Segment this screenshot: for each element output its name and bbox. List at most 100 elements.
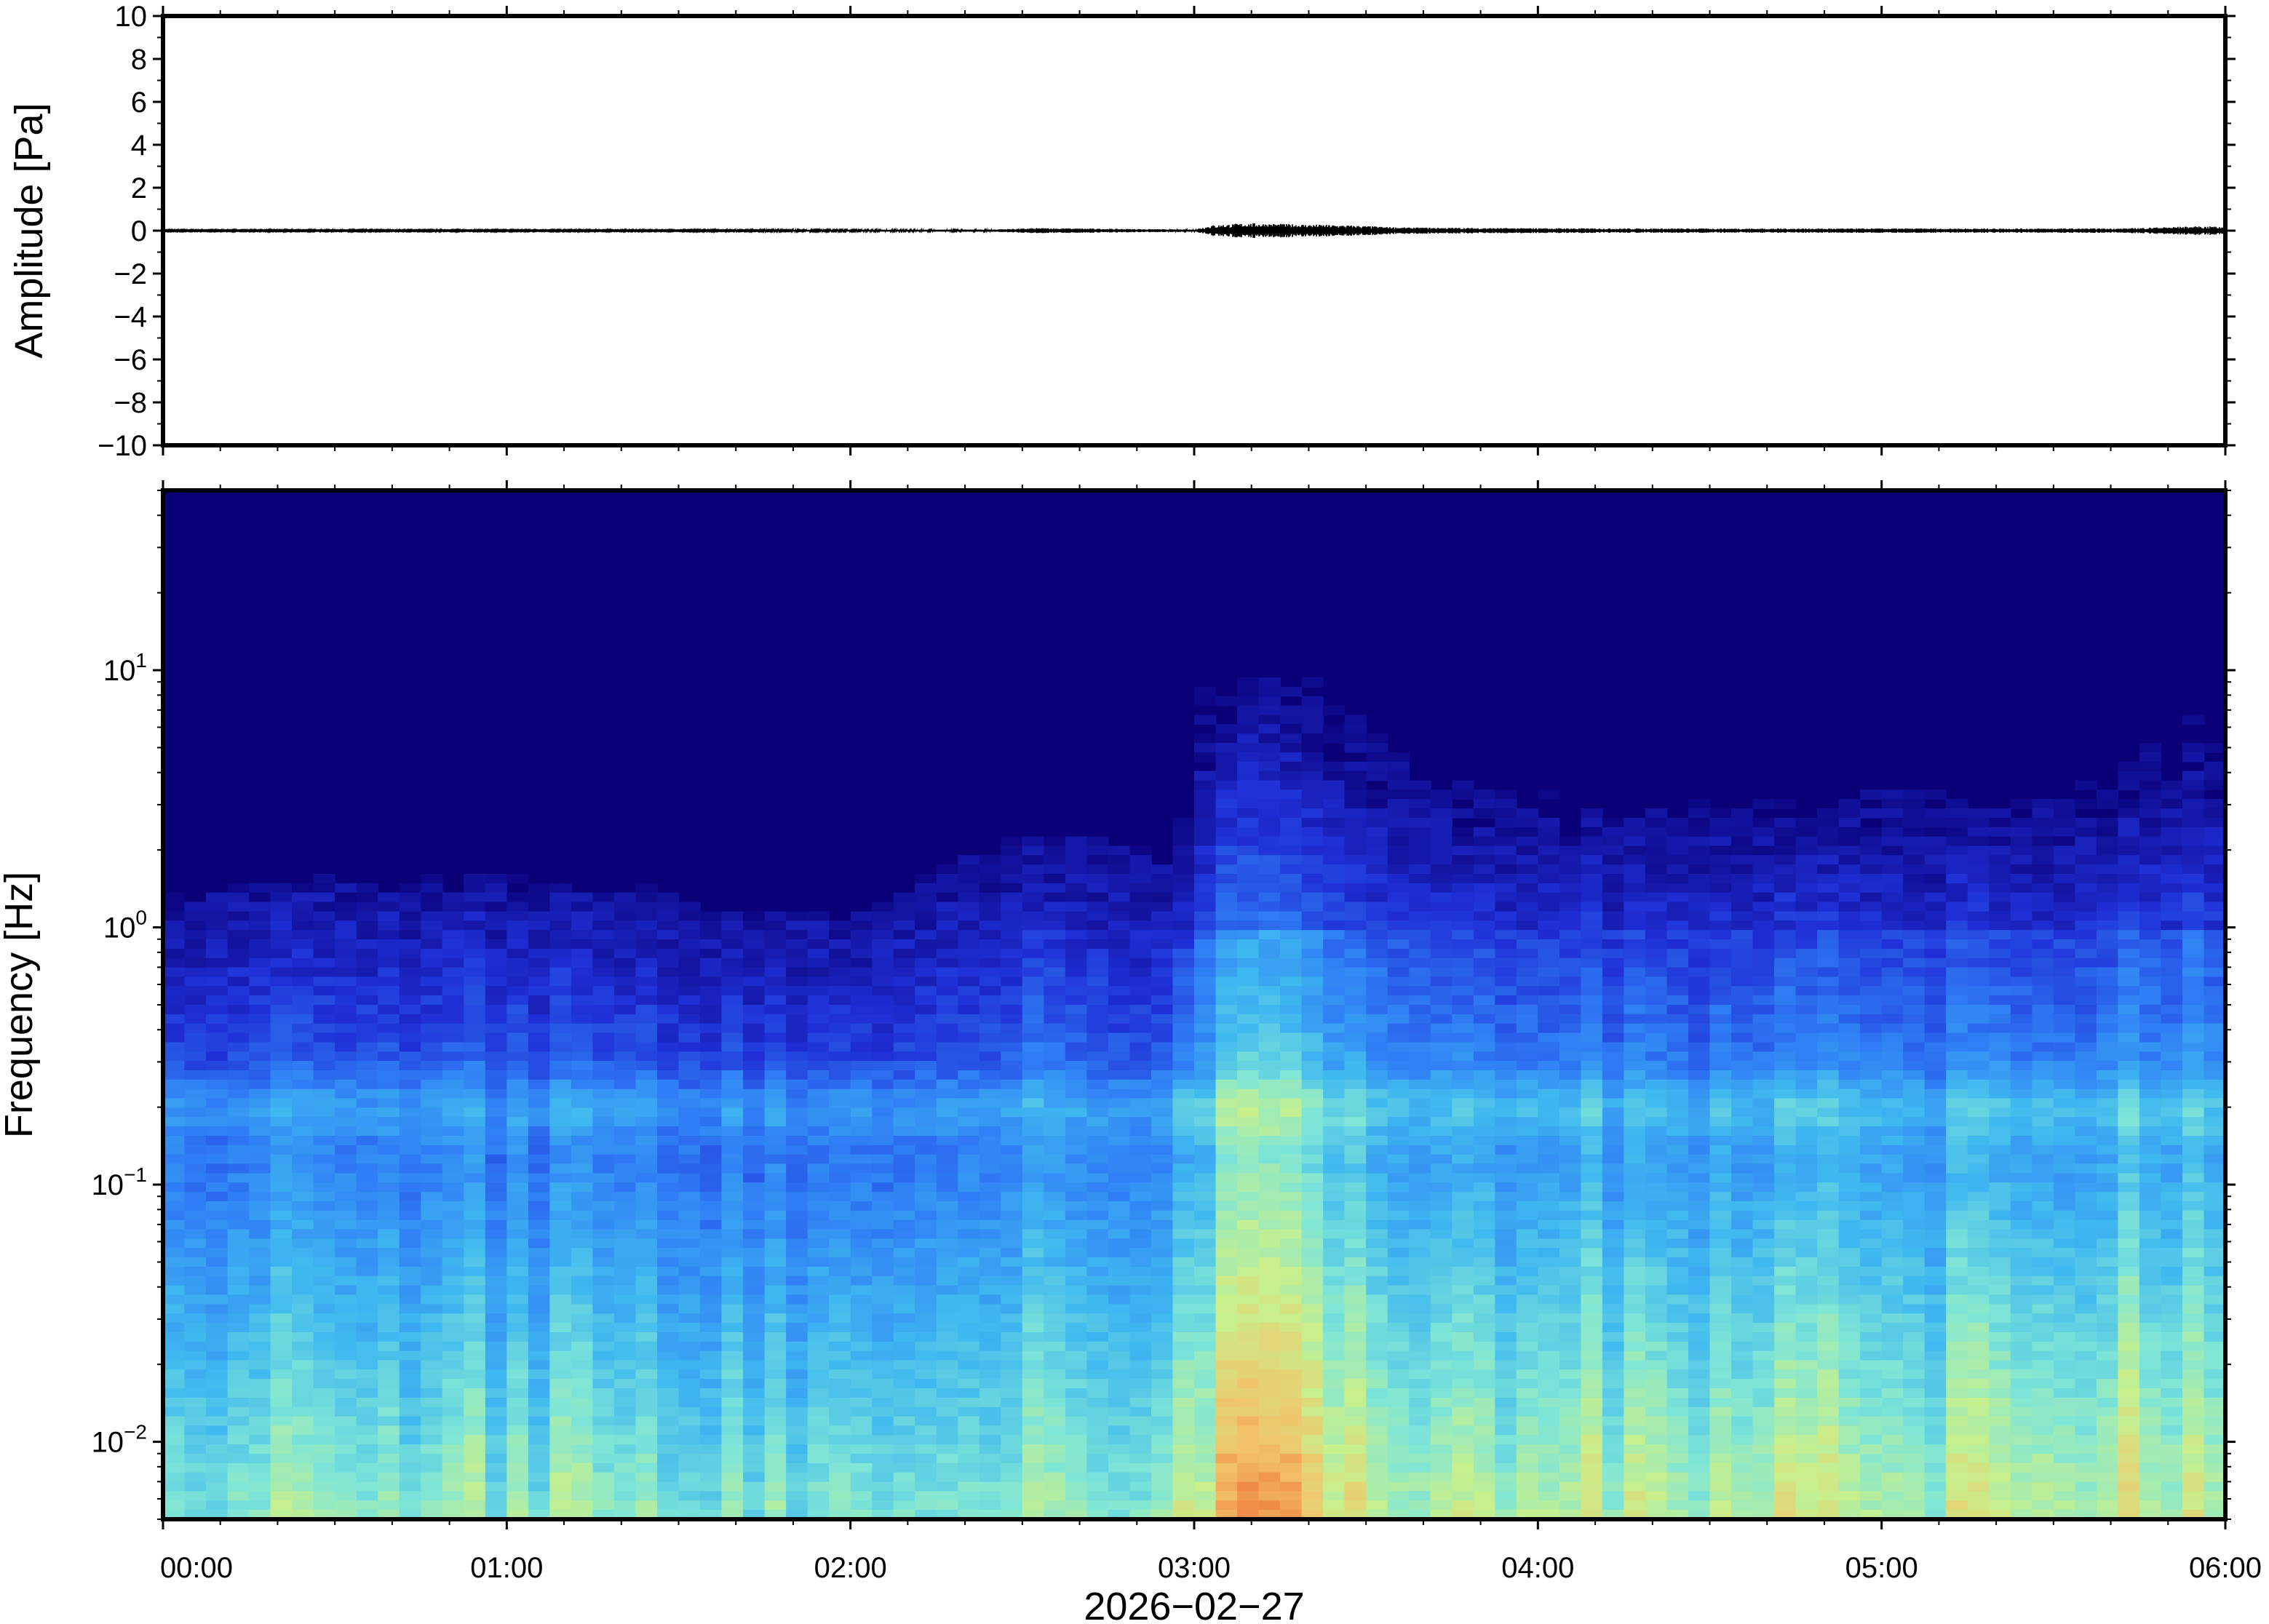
spectrogram-cell: [915, 1266, 937, 1277]
spectrogram-cell: [378, 939, 400, 950]
spectrogram-cell: [1516, 1454, 1539, 1464]
spectrogram-cell: [1001, 1332, 1023, 1342]
spectrogram-cell: [1237, 1145, 1260, 1155]
spectrogram-cell: [893, 1454, 915, 1464]
spectrogram-cell: [743, 1079, 766, 1090]
spectrogram-cell: [1151, 1313, 1174, 1324]
spectrogram-cell: [1473, 1163, 1496, 1174]
spectrogram-cell: [807, 1481, 830, 1492]
spectrogram-cell: [506, 1192, 529, 1202]
spectrogram-cell: [1452, 1032, 1474, 1043]
spectrogram-cell: [1001, 1304, 1023, 1314]
spectrogram-cell: [1323, 1192, 1346, 1202]
spectrogram-cell: [700, 911, 723, 922]
spectrogram-cell: [528, 883, 551, 893]
spectrogram-cell: [1215, 1360, 1238, 1371]
spectrogram-cell: [549, 1136, 572, 1146]
spectrogram-cell: [571, 911, 594, 922]
spectrogram-cell: [936, 864, 959, 875]
spectrogram-cell: [743, 1350, 766, 1361]
spectrogram-cell: [1151, 1182, 1174, 1193]
spectrogram-cell: [592, 930, 615, 940]
spectrogram-cell: [1172, 845, 1195, 856]
spectrogram-cell: [313, 1238, 335, 1249]
spectrogram-cell: [421, 1014, 443, 1024]
spectrogram-cell: [829, 1032, 851, 1043]
spectrogram-cell: [1215, 967, 1238, 978]
spectrogram-cell: [1237, 1154, 1260, 1165]
spectrogram-cell: [1301, 1042, 1324, 1053]
spectrogram-cell: [936, 1229, 959, 1240]
spectrogram-cell: [206, 986, 229, 996]
spectrogram-cell: [657, 1192, 680, 1202]
spectrogram-cell: [1301, 799, 1324, 809]
spectrogram-cell: [807, 1248, 830, 1258]
spectrogram-cell: [506, 1098, 529, 1109]
spectrogram-cell: [1044, 1266, 1066, 1277]
spectrogram-cell: [635, 1154, 658, 1165]
spectrogram-cell: [1366, 883, 1388, 893]
spectrogram-cell: [549, 1098, 572, 1109]
spectrogram-cell: [292, 1304, 314, 1314]
spectrogram-cell: [1215, 1454, 1238, 1464]
spectrogram-cell: [292, 1173, 314, 1184]
spectrogram-cell: [1194, 892, 1217, 903]
spectrogram-cell: [700, 976, 723, 987]
spectrogram-cell: [1194, 1107, 1217, 1118]
spectrogram-cell: [613, 1257, 637, 1267]
spectrogram-cell: [678, 1079, 701, 1090]
spectrogram-cell: [442, 901, 465, 912]
spectrogram-cell: [1044, 976, 1066, 987]
spectrogram-cell: [506, 1304, 529, 1314]
spectrogram-cell: [421, 1070, 443, 1080]
spectrogram-cell: [464, 967, 486, 978]
spectrogram-cell: [829, 1323, 851, 1333]
spectrogram-cell: [1344, 1117, 1367, 1127]
spectrogram-cell: [206, 1192, 229, 1202]
spectrogram-cell: [249, 1462, 271, 1473]
spectrogram-cell: [571, 1435, 594, 1445]
spectrogram-cell: [1108, 1388, 1131, 1398]
spectrogram-cell: [829, 1313, 851, 1324]
spectrogram-cell: [1258, 1238, 1281, 1249]
spectrogram-cell: [1409, 1435, 1431, 1445]
spectrogram-cell: [1430, 1210, 1453, 1221]
spectrogram-cell: [549, 958, 572, 968]
spectrogram-cell: [1323, 1341, 1346, 1352]
spectrogram-cell: [1473, 892, 1496, 903]
spectrogram-cell: [893, 1210, 915, 1221]
spectrogram-cell: [378, 1154, 400, 1165]
spectrogram-cell: [184, 1350, 207, 1361]
spectrogram-cell: [313, 1350, 335, 1361]
spectrogram-cell: [657, 1275, 680, 1286]
spectrogram-cell: [421, 1332, 443, 1342]
spectrogram-cell: [356, 1350, 378, 1361]
spectrogram-cell: [592, 911, 615, 922]
spectrogram-cell: [313, 986, 335, 996]
spectrogram-cell: [485, 1304, 508, 1314]
spectrogram-cell: [1215, 827, 1238, 837]
spectrogram-cell: [1366, 1014, 1388, 1024]
spectrogram-cell: [1258, 1275, 1281, 1286]
spectrogram-cell: [421, 1360, 443, 1371]
spectrogram-cell: [721, 911, 744, 922]
spectrogram-cell: [1301, 1145, 1324, 1155]
spectrogram-cell: [335, 1481, 357, 1492]
spectrogram-cell: [292, 1061, 314, 1071]
spectrogram-cell: [592, 1182, 615, 1193]
spectrogram-cell: [378, 1341, 400, 1352]
spectrogram-cell: [399, 1444, 421, 1454]
spectrogram-cell: [807, 1042, 830, 1053]
spectrogram-cell: [1065, 1350, 1088, 1361]
spectrogram-cell: [1001, 1472, 1023, 1483]
spectrogram-cell: [1129, 1070, 1152, 1080]
spectrogram-cell: [335, 1257, 357, 1267]
spectrogram-cell: [1065, 986, 1088, 996]
spectrogram-cell: [657, 1425, 680, 1436]
spectrogram-cell: [1065, 1145, 1088, 1155]
spectrogram-cell: [1366, 1350, 1388, 1361]
spectrogram-cell: [635, 930, 658, 940]
spectrogram-cell: [1151, 892, 1174, 903]
spectrogram-cell: [1044, 1136, 1066, 1146]
